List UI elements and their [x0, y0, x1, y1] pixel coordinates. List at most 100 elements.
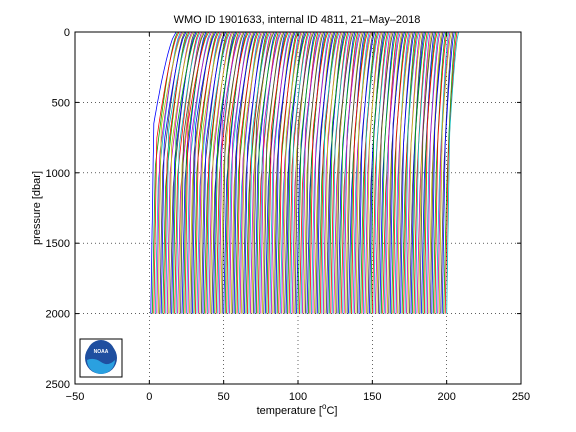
- profile-line: [217, 31, 241, 314]
- profile-line: [156, 31, 183, 314]
- profile-line: [438, 31, 452, 314]
- profile-line: [401, 31, 417, 314]
- profile-line: [218, 31, 242, 314]
- profile-line: [426, 31, 441, 314]
- profile-line: [432, 31, 447, 314]
- profile-line: [150, 31, 177, 314]
- profile-line: [302, 31, 322, 314]
- profile-line: [413, 31, 428, 314]
- profile-line: [168, 31, 194, 314]
- profile-line: [324, 31, 343, 314]
- profile-line: [434, 31, 448, 314]
- profile-line: [221, 31, 245, 314]
- profile-line: [192, 31, 217, 314]
- chart-title: WMO ID 1901633, internal ID 4811, 21–May…: [174, 14, 421, 26]
- profile-line: [345, 31, 363, 314]
- profile-line: [360, 31, 377, 314]
- profile-line: [241, 31, 264, 314]
- profile-line: [404, 31, 420, 314]
- x-tick-label: 150: [363, 391, 381, 403]
- profile-line: [352, 31, 370, 314]
- y-tick-label: 2500: [46, 379, 70, 391]
- x-tick-label: 100: [289, 391, 307, 403]
- profile-line: [190, 31, 215, 314]
- profile-line: [287, 31, 308, 314]
- x-tick-label: 0: [146, 391, 152, 403]
- profile-line: [248, 31, 271, 314]
- profile-line: [157, 31, 184, 314]
- profile-line: [214, 31, 238, 314]
- profile-line: [428, 31, 442, 314]
- profile-line: [206, 31, 231, 314]
- profile-line: [437, 31, 451, 314]
- profile-line: [312, 31, 332, 314]
- profile-line: [209, 31, 234, 314]
- profile-line: [364, 31, 381, 314]
- profile-line: [441, 31, 455, 314]
- profile-line: [278, 31, 299, 314]
- profile-line: [367, 31, 384, 314]
- noaa-logo-text: NOAA: [94, 349, 109, 355]
- profile-line: [172, 31, 198, 314]
- profile-line: [416, 31, 431, 314]
- profile-line: [389, 31, 405, 314]
- profile-line: [336, 31, 354, 314]
- profile-line: [380, 31, 397, 314]
- profile-line: [410, 31, 425, 314]
- profile-line: [198, 31, 222, 314]
- profile-line: [297, 31, 317, 314]
- profile-line: [440, 31, 454, 314]
- profile-lines: [150, 31, 459, 314]
- profile-line: [305, 31, 325, 314]
- profile-line: [377, 31, 394, 314]
- profile-line: [397, 31, 413, 314]
- profile-line: [407, 31, 423, 314]
- profile-line: [171, 31, 197, 314]
- profile-line: [275, 31, 296, 314]
- profile-line: [224, 31, 248, 314]
- profile-line: [256, 31, 278, 314]
- profile-line: [415, 31, 430, 314]
- profile-line: [343, 31, 361, 314]
- profile-line: [339, 31, 357, 314]
- x-axis-label-superscript: o: [322, 402, 327, 411]
- profile-line: [309, 31, 329, 314]
- x-tick-label: −50: [66, 391, 85, 403]
- profile-line: [425, 31, 440, 314]
- profile-line: [331, 31, 350, 314]
- profile-line: [321, 31, 340, 314]
- profile-line: [294, 31, 315, 314]
- y-tick-label: 0: [64, 27, 70, 39]
- noaa-logo: NOAA: [79, 338, 123, 378]
- profile-line: [175, 31, 201, 314]
- profile-line: [363, 31, 380, 314]
- profile-line: [370, 31, 387, 314]
- profile-line: [424, 31, 438, 314]
- profile-line: [163, 31, 190, 314]
- profile-line: [202, 31, 227, 314]
- profile-line: [316, 31, 336, 314]
- profile-line: [400, 31, 415, 314]
- profile-line: [267, 31, 289, 314]
- profile-line: [383, 31, 400, 314]
- profile-line: [386, 31, 403, 314]
- profile-line: [195, 31, 220, 314]
- profile-line: [398, 31, 414, 314]
- profile-line: [282, 31, 303, 314]
- profile-line: [325, 31, 344, 314]
- y-tick-label: 500: [52, 97, 70, 109]
- profile-line: [373, 31, 390, 314]
- y-tick-label: 1000: [46, 168, 70, 180]
- profile-line: [263, 31, 285, 314]
- x-axis-label: temperature [oC]: [257, 402, 338, 417]
- y-axis-label: pressure [dbar]: [31, 171, 43, 245]
- profile-line: [394, 31, 410, 314]
- profile-line: [165, 31, 191, 314]
- profile-line: [226, 31, 249, 314]
- profile-line: [178, 31, 204, 314]
- profile-line: [446, 31, 459, 314]
- profile-line: [160, 31, 187, 314]
- profile-line: [403, 31, 418, 314]
- profile-line: [270, 31, 292, 314]
